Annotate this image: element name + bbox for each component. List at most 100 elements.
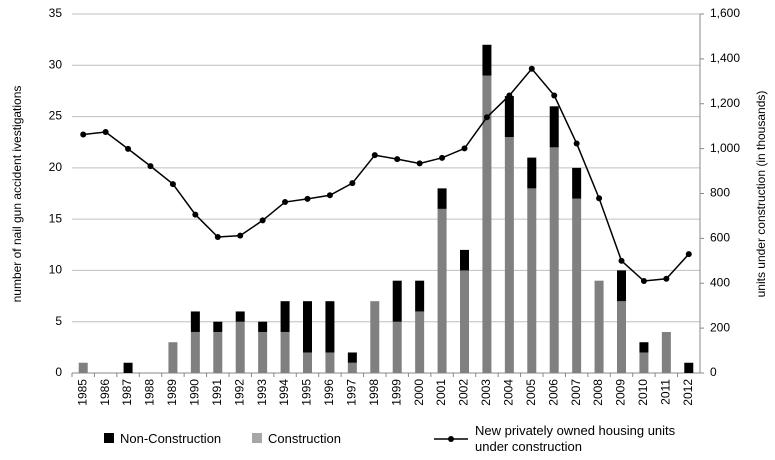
bar-segment — [617, 301, 626, 373]
x-tick-label: 1987 — [120, 379, 134, 406]
bar-segment — [235, 311, 245, 322]
x-tick-label: 1999 — [389, 379, 403, 406]
bar-segment — [639, 342, 649, 353]
bar-segment — [168, 342, 178, 373]
legend-label: New privately owned housing units under … — [475, 423, 676, 454]
bar-segment — [280, 301, 290, 332]
bar-segment — [504, 96, 514, 138]
y2-tick-label: 800 — [710, 186, 730, 200]
line-point — [282, 199, 289, 206]
x-tick-label: 2006 — [546, 379, 560, 406]
bar-segment — [190, 311, 200, 332]
line-point — [618, 257, 625, 264]
line-point — [640, 278, 647, 285]
x-tick-label: 1993 — [255, 379, 269, 406]
x-tick-label: 2012 — [681, 379, 695, 406]
legend-swatch — [104, 433, 114, 443]
x-tick-label: 1995 — [300, 379, 314, 406]
line-point — [596, 195, 603, 202]
legend-swatch — [252, 433, 262, 443]
x-tick-label: 2004 — [502, 379, 516, 406]
bar-segment — [347, 352, 357, 363]
bar-segment — [482, 75, 492, 374]
x-tick-label: 1991 — [210, 379, 224, 406]
line-point — [663, 275, 670, 282]
x-tick-label: 2010 — [636, 379, 650, 406]
line-point — [685, 251, 692, 258]
y-tick-label: 35 — [49, 6, 63, 20]
x-tick-label: 1992 — [232, 379, 246, 406]
line-point — [169, 181, 176, 188]
y-tick-label: 30 — [49, 57, 63, 71]
x-tick-label: 1988 — [143, 379, 157, 406]
x-tick-label: 2005 — [524, 379, 538, 406]
bar-segment — [527, 188, 537, 373]
y2-tick-label: 0 — [710, 365, 717, 379]
bar-segment — [258, 321, 268, 332]
y2-tick-label: 1,600 — [710, 6, 740, 20]
bar-segment — [190, 331, 200, 373]
line-point — [304, 195, 311, 202]
y2-tick-label: 1,000 — [710, 141, 740, 155]
bar-segment — [437, 208, 447, 373]
legend-point — [448, 436, 454, 442]
line-point — [483, 114, 490, 121]
legend-label: Non-Construction — [120, 431, 222, 446]
bar-segment — [258, 331, 268, 373]
x-tick-label: 2009 — [614, 379, 628, 406]
line-point — [102, 129, 109, 136]
y-tick-label: 15 — [49, 211, 63, 225]
line-point — [214, 234, 221, 241]
bar-segment — [392, 321, 402, 373]
bar-segment — [527, 157, 537, 189]
bar-segment — [617, 270, 626, 302]
x-tick-label: 1990 — [188, 379, 202, 406]
bar-segment — [213, 331, 223, 373]
bar-segment — [392, 280, 402, 322]
line-point — [326, 192, 333, 199]
line-point — [528, 65, 535, 72]
bar-segment — [594, 280, 604, 373]
x-tick-label: 2001 — [434, 379, 448, 406]
x-tick-label: 1998 — [367, 379, 381, 406]
bar-segment — [123, 362, 133, 373]
bar-segment — [684, 362, 694, 373]
line-point — [147, 163, 154, 170]
x-tick-label: 2000 — [412, 379, 426, 406]
x-tick-label: 1985 — [75, 379, 89, 406]
bar-segment — [460, 270, 469, 373]
x-tick-label: 2003 — [479, 379, 493, 406]
line-point — [371, 152, 378, 159]
line-point — [394, 156, 401, 163]
y-tick-label: 5 — [55, 314, 62, 328]
y2-tick-label: 1,400 — [710, 51, 740, 65]
line-point — [125, 145, 132, 152]
line-point — [237, 232, 244, 239]
line-point — [461, 145, 468, 152]
bar-segment — [415, 280, 425, 312]
line-point — [80, 131, 87, 138]
y2-tick-label: 600 — [710, 231, 730, 245]
line-point — [349, 180, 356, 187]
line-point — [416, 160, 423, 167]
bar-segment — [504, 137, 514, 373]
y2-tick-label: 200 — [710, 320, 730, 334]
x-tick-label: 2011 — [659, 379, 673, 405]
bar-segment — [572, 167, 582, 199]
bar-segment — [78, 362, 88, 373]
line-series — [83, 67, 690, 282]
x-tick-label: 1986 — [98, 379, 112, 406]
bar-segment — [347, 362, 357, 373]
bar-segment — [303, 352, 312, 373]
y-tick-label: 20 — [49, 160, 63, 174]
bar-segment — [482, 44, 492, 76]
line-point — [506, 92, 513, 99]
line-point — [439, 154, 446, 161]
y-tick-label: 10 — [49, 263, 63, 277]
bar-segment — [370, 301, 380, 373]
x-tick-label: 2007 — [569, 379, 583, 406]
bar-segment — [213, 321, 223, 332]
y2-tick-label: 400 — [710, 275, 730, 289]
